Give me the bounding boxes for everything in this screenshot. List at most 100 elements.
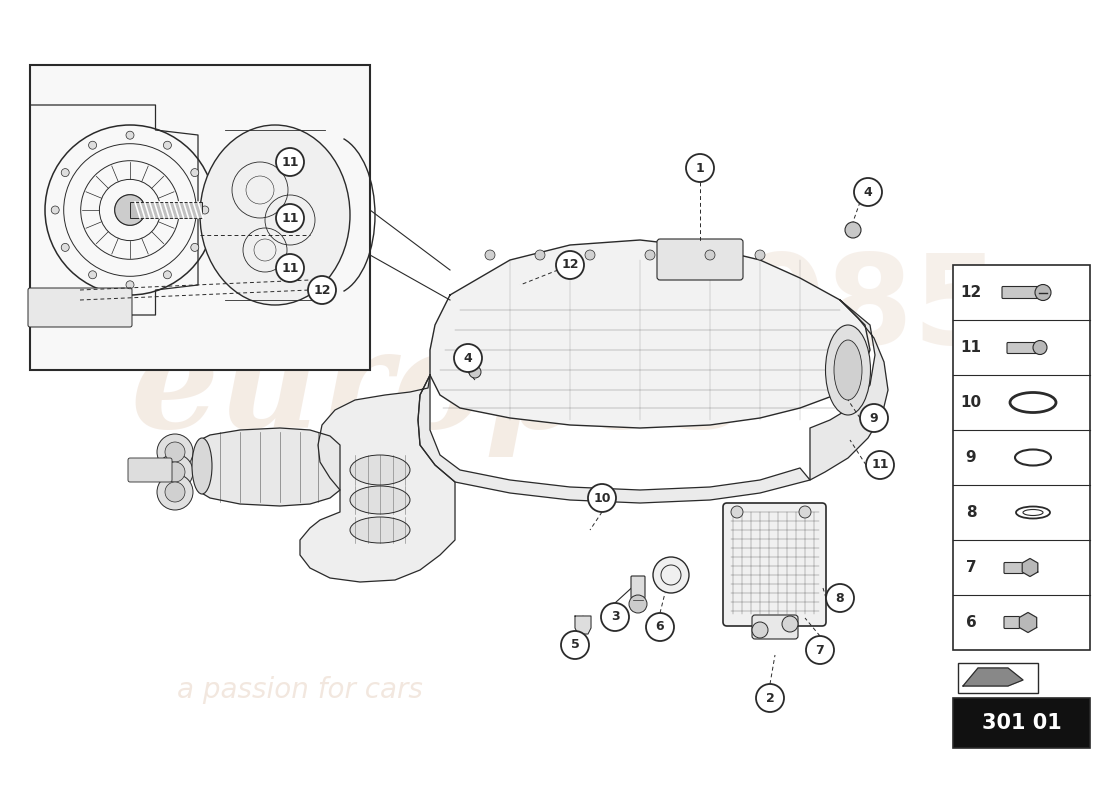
Polygon shape [300, 375, 455, 582]
Circle shape [752, 622, 768, 638]
Circle shape [52, 206, 59, 214]
Text: 3: 3 [610, 610, 619, 623]
Polygon shape [418, 375, 810, 503]
Text: 7: 7 [966, 560, 977, 575]
Text: 12: 12 [960, 285, 981, 300]
Circle shape [190, 169, 199, 177]
Circle shape [165, 462, 185, 482]
Polygon shape [430, 240, 870, 428]
Text: 9: 9 [870, 411, 878, 425]
Polygon shape [810, 300, 888, 480]
Circle shape [561, 631, 588, 659]
Text: 985: 985 [739, 250, 1001, 370]
Circle shape [157, 454, 192, 490]
Circle shape [165, 442, 185, 462]
Circle shape [276, 204, 304, 232]
Polygon shape [200, 428, 340, 506]
Text: 11: 11 [282, 211, 299, 225]
Circle shape [653, 557, 689, 593]
FancyBboxPatch shape [953, 265, 1090, 650]
Ellipse shape [350, 486, 410, 514]
Polygon shape [575, 616, 591, 634]
Text: a passion for cars: a passion for cars [177, 676, 422, 704]
Circle shape [860, 404, 888, 432]
Circle shape [782, 616, 797, 632]
Ellipse shape [350, 455, 410, 485]
Circle shape [601, 603, 629, 631]
Text: 10: 10 [960, 395, 981, 410]
Circle shape [454, 344, 482, 372]
Circle shape [705, 250, 715, 260]
Text: 8: 8 [966, 505, 977, 520]
FancyBboxPatch shape [1004, 617, 1026, 629]
Circle shape [164, 142, 172, 150]
FancyBboxPatch shape [1004, 562, 1028, 574]
Text: 12: 12 [314, 283, 331, 297]
FancyBboxPatch shape [958, 663, 1038, 693]
Text: 1: 1 [695, 162, 704, 174]
Circle shape [89, 142, 97, 150]
FancyBboxPatch shape [752, 615, 798, 639]
Circle shape [806, 636, 834, 664]
Ellipse shape [200, 125, 350, 305]
Polygon shape [1020, 613, 1036, 633]
Circle shape [845, 222, 861, 238]
FancyBboxPatch shape [28, 288, 132, 327]
Circle shape [854, 178, 882, 206]
Ellipse shape [825, 325, 870, 415]
Circle shape [164, 270, 172, 278]
Polygon shape [962, 668, 1023, 686]
Circle shape [165, 482, 185, 502]
Circle shape [126, 281, 134, 289]
Circle shape [157, 474, 192, 510]
Text: 7: 7 [815, 643, 824, 657]
FancyBboxPatch shape [30, 65, 370, 370]
Text: 6: 6 [656, 621, 664, 634]
Text: 11: 11 [282, 262, 299, 274]
Text: 9: 9 [966, 450, 977, 465]
Ellipse shape [834, 340, 862, 400]
Circle shape [645, 250, 654, 260]
Circle shape [157, 434, 192, 470]
Text: 11: 11 [282, 155, 299, 169]
FancyBboxPatch shape [1002, 286, 1042, 298]
Text: 4: 4 [864, 186, 872, 198]
FancyBboxPatch shape [631, 576, 645, 598]
FancyBboxPatch shape [657, 239, 742, 280]
Circle shape [276, 254, 304, 282]
Ellipse shape [350, 517, 410, 543]
Text: 5: 5 [571, 638, 580, 651]
Circle shape [732, 506, 742, 518]
Circle shape [89, 270, 97, 278]
FancyBboxPatch shape [130, 202, 202, 218]
Circle shape [1035, 285, 1050, 301]
FancyBboxPatch shape [723, 503, 826, 626]
Circle shape [799, 506, 811, 518]
Circle shape [469, 366, 481, 378]
Polygon shape [1022, 558, 1037, 577]
Circle shape [201, 206, 209, 214]
Text: 2: 2 [766, 691, 774, 705]
Text: 10: 10 [593, 491, 611, 505]
Circle shape [686, 154, 714, 182]
Circle shape [190, 243, 199, 251]
Circle shape [276, 148, 304, 176]
Ellipse shape [192, 438, 212, 494]
Circle shape [756, 684, 784, 712]
Circle shape [866, 451, 894, 479]
FancyBboxPatch shape [1006, 342, 1040, 354]
Circle shape [556, 251, 584, 279]
Text: 301 01: 301 01 [981, 713, 1062, 733]
Circle shape [62, 169, 69, 177]
Circle shape [485, 250, 495, 260]
Circle shape [1033, 341, 1047, 354]
Text: 11: 11 [871, 458, 889, 471]
Circle shape [308, 276, 336, 304]
Circle shape [826, 584, 854, 612]
Circle shape [755, 250, 764, 260]
Text: 12: 12 [561, 258, 579, 271]
Circle shape [114, 194, 145, 226]
Circle shape [585, 250, 595, 260]
Circle shape [588, 484, 616, 512]
Text: europes: europes [131, 323, 749, 457]
